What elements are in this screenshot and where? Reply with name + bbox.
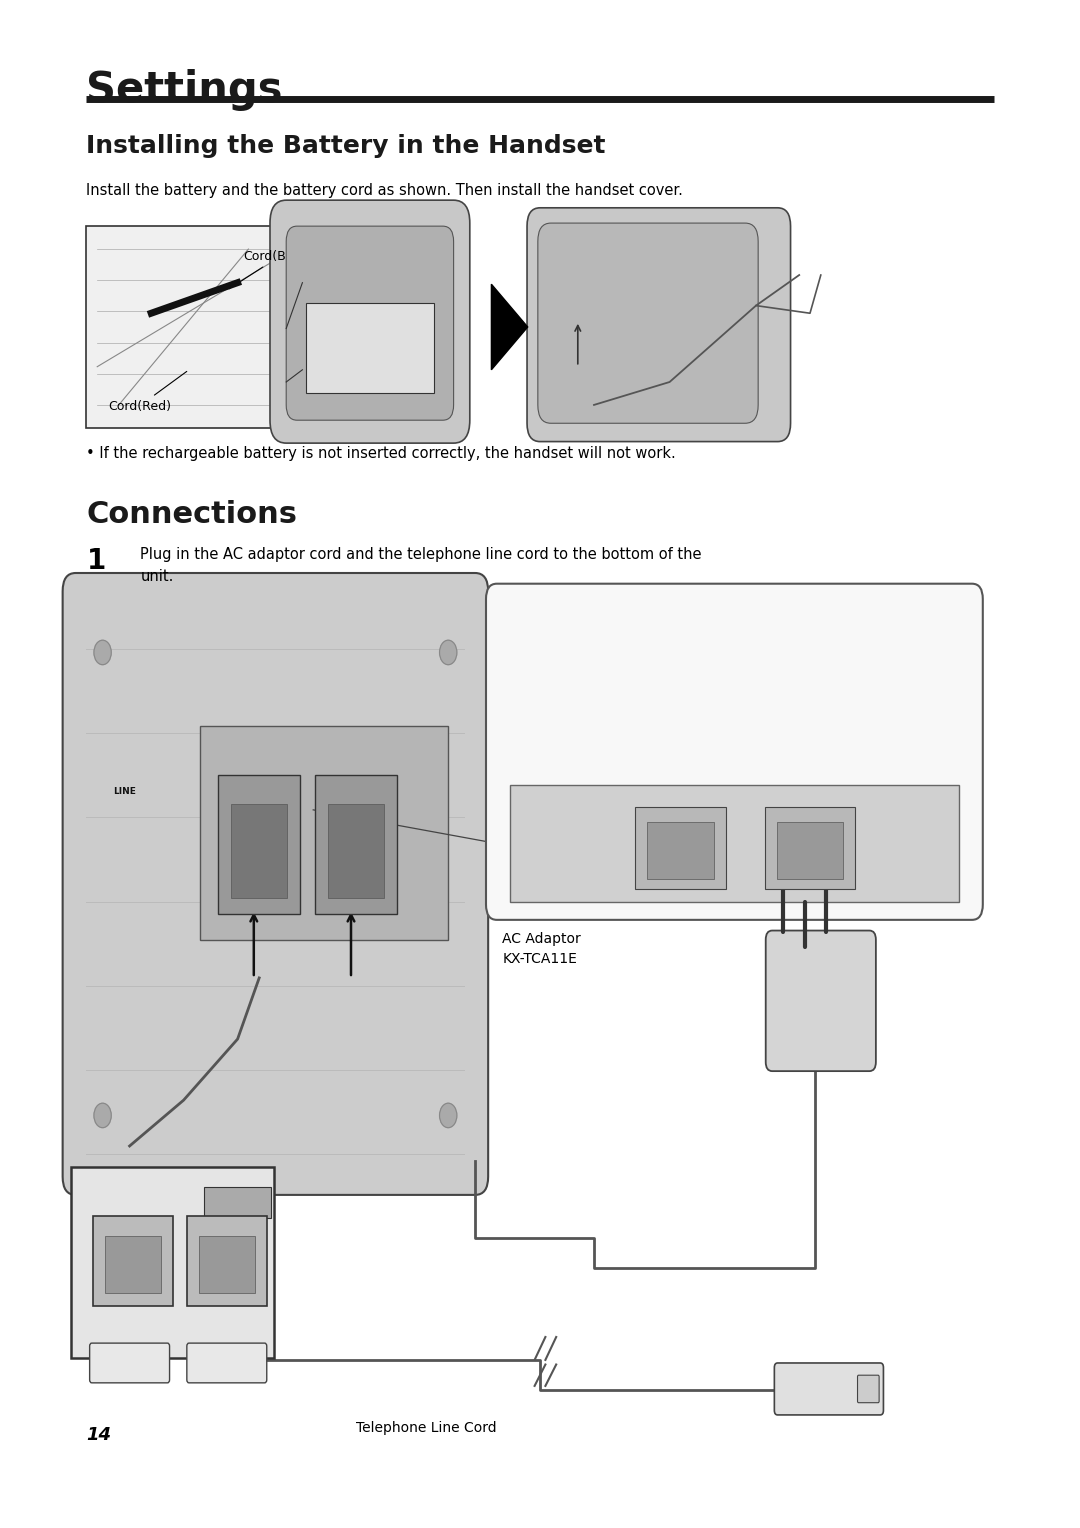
- FancyBboxPatch shape: [86, 226, 302, 428]
- Polygon shape: [491, 284, 528, 370]
- Text: 14: 14: [86, 1426, 111, 1444]
- FancyBboxPatch shape: [510, 785, 959, 902]
- Circle shape: [94, 640, 111, 665]
- FancyBboxPatch shape: [538, 223, 758, 423]
- FancyBboxPatch shape: [199, 1236, 255, 1293]
- FancyBboxPatch shape: [766, 931, 876, 1071]
- FancyBboxPatch shape: [286, 226, 454, 420]
- Circle shape: [440, 1103, 457, 1128]
- Text: Cord(Black): Cord(Black): [229, 249, 316, 289]
- FancyBboxPatch shape: [204, 1187, 271, 1218]
- FancyBboxPatch shape: [90, 1343, 170, 1383]
- FancyBboxPatch shape: [105, 1236, 161, 1293]
- FancyBboxPatch shape: [231, 804, 287, 898]
- Text: Fasten the cords to prevent
them from being disconnected.: Fasten the cords to prevent them from be…: [524, 617, 742, 651]
- FancyBboxPatch shape: [774, 1363, 883, 1415]
- Text: 6V: 6V: [86, 1345, 96, 1354]
- Text: LINE: LINE: [113, 787, 136, 796]
- Text: • If the rechargeable battery is not inserted correctly, the handset will not wo: • If the rechargeable battery is not ins…: [86, 446, 676, 461]
- FancyBboxPatch shape: [858, 1375, 879, 1403]
- FancyBboxPatch shape: [777, 822, 843, 879]
- FancyBboxPatch shape: [187, 1216, 267, 1306]
- Text: LINE: LINE: [97, 1206, 123, 1216]
- FancyBboxPatch shape: [486, 584, 983, 920]
- Text: Installing the Battery in the Handset: Installing the Battery in the Handset: [86, 134, 606, 159]
- FancyBboxPatch shape: [200, 726, 448, 940]
- FancyBboxPatch shape: [647, 822, 714, 879]
- Text: 1: 1: [86, 547, 106, 575]
- Circle shape: [440, 640, 457, 665]
- FancyBboxPatch shape: [527, 208, 791, 442]
- FancyBboxPatch shape: [63, 573, 488, 1195]
- Text: Connections: Connections: [86, 500, 297, 529]
- Text: Cord(Red): Cord(Red): [108, 371, 187, 413]
- FancyBboxPatch shape: [93, 1216, 173, 1306]
- FancyBboxPatch shape: [187, 1343, 267, 1383]
- FancyBboxPatch shape: [315, 775, 397, 914]
- FancyBboxPatch shape: [635, 807, 726, 889]
- Text: Settings: Settings: [86, 69, 283, 110]
- FancyBboxPatch shape: [328, 804, 384, 898]
- Text: Plug in the AC adaptor cord and the telephone line cord to the bottom of the
uni: Plug in the AC adaptor cord and the tele…: [140, 547, 702, 584]
- Text: AC Adaptor
KX-TCA11E: AC Adaptor KX-TCA11E: [502, 932, 581, 966]
- FancyBboxPatch shape: [270, 200, 470, 443]
- Text: Install the battery and the battery cord as shown. Then install the handset cove: Install the battery and the battery cord…: [86, 183, 684, 199]
- FancyBboxPatch shape: [71, 1167, 274, 1358]
- FancyBboxPatch shape: [306, 303, 434, 393]
- FancyBboxPatch shape: [218, 775, 300, 914]
- Circle shape: [94, 1103, 111, 1128]
- FancyBboxPatch shape: [765, 807, 855, 889]
- Text: Telephone Line Cord: Telephone Line Cord: [356, 1421, 497, 1435]
- Text: Hooks: Hooks: [583, 772, 625, 785]
